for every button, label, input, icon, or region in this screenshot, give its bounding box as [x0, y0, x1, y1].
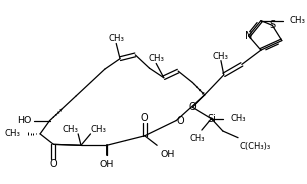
Text: OH: OH [99, 160, 114, 169]
Text: O: O [176, 116, 184, 125]
Text: N: N [245, 31, 252, 41]
Text: S: S [269, 20, 275, 30]
Text: O: O [188, 102, 196, 112]
Text: CH₃: CH₃ [108, 34, 124, 43]
Text: C(CH₃)₃: C(CH₃)₃ [240, 142, 271, 151]
Text: CH₃: CH₃ [148, 54, 164, 63]
Text: O: O [141, 113, 149, 123]
Text: CH₃: CH₃ [62, 125, 78, 134]
Text: CH₃: CH₃ [91, 125, 107, 134]
Text: CH₃: CH₃ [189, 134, 205, 143]
Text: O: O [50, 159, 57, 169]
Text: OH: OH [160, 150, 174, 159]
Text: CH₃: CH₃ [213, 52, 229, 61]
Text: CH₃: CH₃ [290, 16, 305, 25]
Text: CH₃: CH₃ [4, 129, 20, 138]
Text: HO: HO [17, 116, 32, 125]
Text: Si: Si [207, 114, 216, 124]
Text: CH₃: CH₃ [231, 114, 246, 123]
